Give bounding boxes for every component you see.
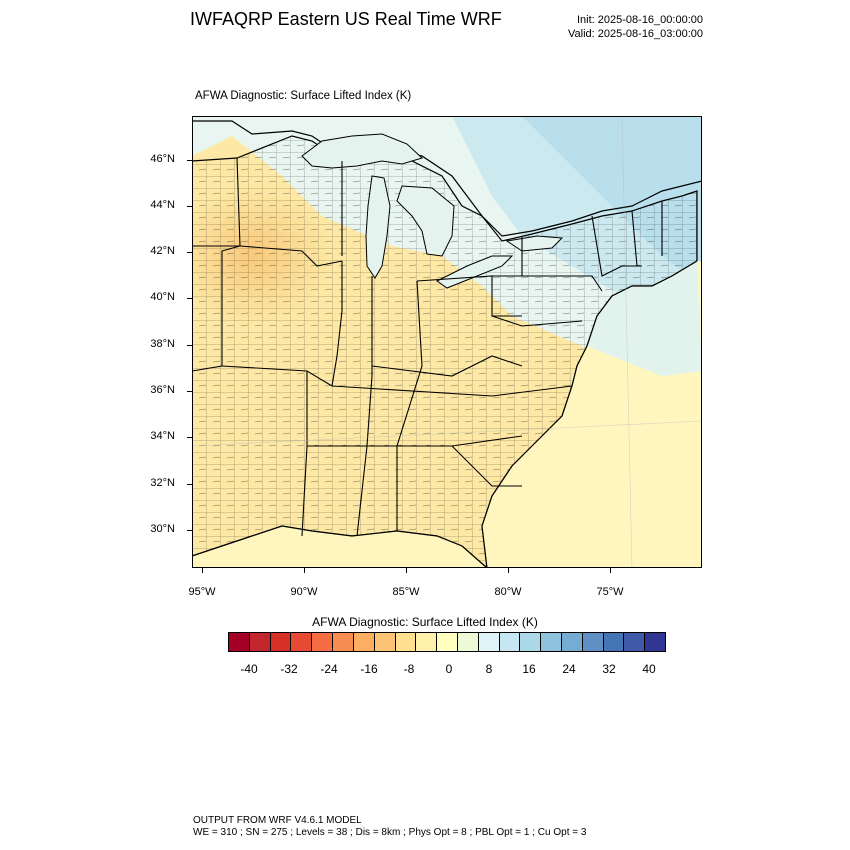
plot-title: IWFAQRP Eastern US Real Time WRF xyxy=(190,9,502,29)
colorbar-label: -16 xyxy=(360,662,378,676)
lat-label: 46°N xyxy=(150,153,175,165)
footer-config: WE = 310 ; SN = 275 ; Levels = 38 ; Dis … xyxy=(193,827,587,838)
colorbar-swatch xyxy=(645,633,666,651)
lat-tick xyxy=(187,484,192,485)
colorbar-swatch xyxy=(457,633,479,651)
lake-ontario xyxy=(505,235,564,252)
colorbar-title: AFWA Diagnostic: Surface Lifted Index (K… xyxy=(312,615,538,629)
colorbar-label: -40 xyxy=(240,662,258,676)
colorbar-label: 0 xyxy=(445,662,453,676)
lon-tick xyxy=(202,568,203,573)
gulf-of-mexico xyxy=(192,525,488,568)
lat-tick xyxy=(187,252,192,253)
lake-superior xyxy=(301,133,423,169)
footer: OUTPUT FROM WRF V4.6.1 MODEL WE = 310 ; … xyxy=(193,815,586,839)
colorbar-swatch xyxy=(333,633,354,651)
lat-tick xyxy=(187,530,192,531)
graticule xyxy=(192,116,702,568)
lon-label: 95°W xyxy=(188,586,216,598)
colorbar-swatch xyxy=(582,633,604,651)
colorbar-swatch xyxy=(374,633,396,651)
colorbar-swatch xyxy=(603,633,625,651)
colorbar-label: 40 xyxy=(642,662,656,676)
lat-label: 44°N xyxy=(150,199,175,211)
canada-region xyxy=(192,116,702,237)
state-borders xyxy=(192,157,663,537)
colorbar-swatch xyxy=(478,633,500,651)
colorbar-swatch xyxy=(353,633,375,651)
lat-label: 34°N xyxy=(150,430,175,442)
run-times: Init: 2025-08-16_00:00:00 Valid: 2025-08… xyxy=(568,13,703,41)
map-panel xyxy=(192,116,702,568)
lon-label: 90°W xyxy=(290,586,318,598)
lat-label: 38°N xyxy=(150,338,175,350)
colorbar-label: -8 xyxy=(403,662,415,676)
colorbar-swatch xyxy=(437,633,458,651)
colorbar-label: 32 xyxy=(602,662,616,676)
footer-model: OUTPUT FROM WRF V4.6.1 MODEL xyxy=(193,815,362,826)
lat-label: 30°N xyxy=(150,523,175,535)
atlantic-ocean-cool xyxy=(587,261,702,376)
lat-tick xyxy=(187,206,192,207)
colorbar-swatch xyxy=(270,633,292,651)
lon-tick xyxy=(508,568,509,573)
lat-label: 42°N xyxy=(150,245,175,257)
init-time: Init: 2025-08-16_00:00:00 xyxy=(577,14,703,26)
lat-tick xyxy=(187,437,192,438)
field-title: AFWA Diagnostic: Surface Lifted Index (K… xyxy=(195,90,412,102)
lat-label: 40°N xyxy=(150,291,175,303)
colorbar-label: 16 xyxy=(522,662,536,676)
colorbar-swatch xyxy=(499,633,521,651)
lat-tick xyxy=(187,160,192,161)
lake-michigan xyxy=(365,175,391,279)
lon-label: 75°W xyxy=(596,586,624,598)
valid-time: Valid: 2025-08-16_03:00:00 xyxy=(568,28,703,40)
colorbar-label: 24 xyxy=(562,662,576,676)
colorbar-label: -32 xyxy=(280,662,298,676)
colorbar-swatch xyxy=(624,633,646,651)
colorbar-swatch xyxy=(291,633,313,651)
colorbar-swatch xyxy=(395,633,417,651)
lake-huron xyxy=(396,185,455,257)
colorbar-swatch xyxy=(562,633,583,651)
colorbar-label: -24 xyxy=(320,662,338,676)
colorbar-label: 8 xyxy=(485,662,493,676)
colorbar-swatch xyxy=(249,633,271,651)
lat-tick xyxy=(187,391,192,392)
colorbar-swatch xyxy=(312,633,334,651)
lon-label: 85°W xyxy=(392,586,420,598)
lon-tick xyxy=(610,568,611,573)
colorbar-swatch xyxy=(541,633,562,651)
lat-label: 36°N xyxy=(150,384,175,396)
lat-label: 32°N xyxy=(150,477,175,489)
lon-tick xyxy=(304,568,305,573)
colorbar-swatch xyxy=(520,633,542,651)
lake-erie xyxy=(436,255,514,289)
lat-tick xyxy=(187,298,192,299)
colorbar-swatch xyxy=(416,633,438,651)
lon-tick xyxy=(406,568,407,573)
colorbar xyxy=(228,632,666,652)
lon-label: 80°W xyxy=(494,586,522,598)
lat-tick xyxy=(187,345,192,346)
colorbar-swatch xyxy=(229,633,250,651)
map-svg xyxy=(192,116,702,568)
